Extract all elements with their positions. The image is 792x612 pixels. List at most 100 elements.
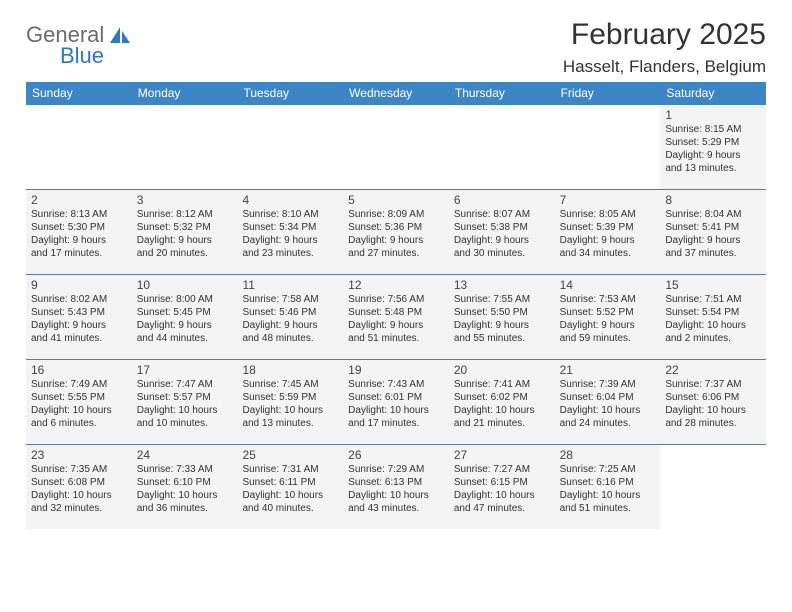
day-info-line: and 41 minutes. bbox=[31, 333, 126, 346]
day-cell: 17Sunrise: 7:47 AMSunset: 5:57 PMDayligh… bbox=[132, 360, 238, 444]
weekday-label: Thursday bbox=[449, 82, 555, 105]
day-info-line: Daylight: 10 hours bbox=[348, 490, 443, 503]
page-root: General Blue February 2025 Hasselt, Flan… bbox=[0, 0, 792, 539]
day-info-line: Sunrise: 7:53 AM bbox=[560, 294, 655, 307]
day-info-line: and 51 minutes. bbox=[348, 333, 443, 346]
weekday-header: Sunday Monday Tuesday Wednesday Thursday… bbox=[26, 82, 766, 105]
day-cell: 3Sunrise: 8:12 AMSunset: 5:32 PMDaylight… bbox=[132, 190, 238, 274]
day-info-line: Daylight: 9 hours bbox=[454, 320, 549, 333]
day-number: 8 bbox=[665, 193, 760, 208]
day-info-line: Daylight: 10 hours bbox=[137, 490, 232, 503]
day-cell-empty bbox=[237, 105, 343, 189]
logo-text-blue: Blue bbox=[60, 45, 133, 67]
day-info-line: Sunset: 5:46 PM bbox=[242, 307, 337, 320]
week-row: 1Sunrise: 8:15 AMSunset: 5:29 PMDaylight… bbox=[26, 105, 766, 189]
day-info-line: Sunrise: 8:07 AM bbox=[454, 209, 549, 222]
day-info-line: and 17 minutes. bbox=[31, 248, 126, 261]
day-info-line: Sunset: 5:29 PM bbox=[665, 137, 760, 150]
day-cell: 23Sunrise: 7:35 AMSunset: 6:08 PMDayligh… bbox=[26, 445, 132, 529]
day-info-line: and 40 minutes. bbox=[242, 503, 337, 516]
day-info-line: and 36 minutes. bbox=[137, 503, 232, 516]
day-info-line: Sunrise: 7:31 AM bbox=[242, 464, 337, 477]
day-info-line: and 44 minutes. bbox=[137, 333, 232, 346]
day-number: 26 bbox=[348, 448, 443, 463]
day-info-line: and 37 minutes. bbox=[665, 248, 760, 261]
day-info-line: Sunrise: 7:33 AM bbox=[137, 464, 232, 477]
day-number: 25 bbox=[242, 448, 337, 463]
day-info-line: Daylight: 9 hours bbox=[560, 320, 655, 333]
day-number: 19 bbox=[348, 363, 443, 378]
day-info-line: Daylight: 9 hours bbox=[31, 235, 126, 248]
day-cell-empty bbox=[132, 105, 238, 189]
day-cell: 26Sunrise: 7:29 AMSunset: 6:13 PMDayligh… bbox=[343, 445, 449, 529]
day-info-line: and 55 minutes. bbox=[454, 333, 549, 346]
day-number: 27 bbox=[454, 448, 549, 463]
day-number: 23 bbox=[31, 448, 126, 463]
day-cell: 21Sunrise: 7:39 AMSunset: 6:04 PMDayligh… bbox=[555, 360, 661, 444]
day-info-line: and 23 minutes. bbox=[242, 248, 337, 261]
day-info-line: Sunset: 6:10 PM bbox=[137, 477, 232, 490]
day-cell-empty bbox=[26, 105, 132, 189]
day-cell: 13Sunrise: 7:55 AMSunset: 5:50 PMDayligh… bbox=[449, 275, 555, 359]
day-cell: 15Sunrise: 7:51 AMSunset: 5:54 PMDayligh… bbox=[660, 275, 766, 359]
week-row: 2Sunrise: 8:13 AMSunset: 5:30 PMDaylight… bbox=[26, 189, 766, 274]
day-cell: 14Sunrise: 7:53 AMSunset: 5:52 PMDayligh… bbox=[555, 275, 661, 359]
day-cell: 10Sunrise: 8:00 AMSunset: 5:45 PMDayligh… bbox=[132, 275, 238, 359]
day-number: 22 bbox=[665, 363, 760, 378]
day-info-line: Sunrise: 8:10 AM bbox=[242, 209, 337, 222]
logo: General Blue bbox=[26, 24, 133, 67]
day-info-line: Sunset: 5:52 PM bbox=[560, 307, 655, 320]
weekday-label: Wednesday bbox=[343, 82, 449, 105]
day-cell: 5Sunrise: 8:09 AMSunset: 5:36 PMDaylight… bbox=[343, 190, 449, 274]
day-info-line: Daylight: 9 hours bbox=[242, 320, 337, 333]
day-cell: 6Sunrise: 8:07 AMSunset: 5:38 PMDaylight… bbox=[449, 190, 555, 274]
day-info-line: and 6 minutes. bbox=[31, 418, 126, 431]
page-title: February 2025 bbox=[563, 18, 766, 53]
day-number: 9 bbox=[31, 278, 126, 293]
day-info-line: and 47 minutes. bbox=[454, 503, 549, 516]
day-cell-empty bbox=[343, 105, 449, 189]
day-info-line: Sunrise: 7:58 AM bbox=[242, 294, 337, 307]
day-info-line: Sunset: 6:02 PM bbox=[454, 392, 549, 405]
day-info-line: Sunset: 6:01 PM bbox=[348, 392, 443, 405]
weekday-label: Saturday bbox=[660, 82, 766, 105]
day-cell: 28Sunrise: 7:25 AMSunset: 6:16 PMDayligh… bbox=[555, 445, 661, 529]
day-info-line: Daylight: 10 hours bbox=[560, 490, 655, 503]
day-number: 14 bbox=[560, 278, 655, 293]
day-info-line: Daylight: 10 hours bbox=[348, 405, 443, 418]
day-number: 10 bbox=[137, 278, 232, 293]
day-number: 4 bbox=[242, 193, 337, 208]
day-info-line: Sunrise: 8:12 AM bbox=[137, 209, 232, 222]
day-info-line: and 13 minutes. bbox=[665, 163, 760, 176]
day-info-line: Sunrise: 7:47 AM bbox=[137, 379, 232, 392]
day-info-line: Daylight: 9 hours bbox=[665, 150, 760, 163]
day-info-line: Sunset: 5:55 PM bbox=[31, 392, 126, 405]
day-cell: 16Sunrise: 7:49 AMSunset: 5:55 PMDayligh… bbox=[26, 360, 132, 444]
day-cell: 24Sunrise: 7:33 AMSunset: 6:10 PMDayligh… bbox=[132, 445, 238, 529]
day-info-line: and 27 minutes. bbox=[348, 248, 443, 261]
day-info-line: Sunrise: 8:13 AM bbox=[31, 209, 126, 222]
day-info-line: Daylight: 10 hours bbox=[242, 490, 337, 503]
day-info-line: and 30 minutes. bbox=[454, 248, 549, 261]
day-info-line: Sunrise: 7:56 AM bbox=[348, 294, 443, 307]
day-number: 7 bbox=[560, 193, 655, 208]
day-info-line: Daylight: 9 hours bbox=[137, 320, 232, 333]
day-number: 20 bbox=[454, 363, 549, 378]
day-info-line: Daylight: 10 hours bbox=[454, 490, 549, 503]
day-cell: 11Sunrise: 7:58 AMSunset: 5:46 PMDayligh… bbox=[237, 275, 343, 359]
day-info-line: Daylight: 9 hours bbox=[454, 235, 549, 248]
day-cell: 19Sunrise: 7:43 AMSunset: 6:01 PMDayligh… bbox=[343, 360, 449, 444]
day-info-line: Sunset: 5:50 PM bbox=[454, 307, 549, 320]
day-cell: 1Sunrise: 8:15 AMSunset: 5:29 PMDaylight… bbox=[660, 105, 766, 189]
week-row: 16Sunrise: 7:49 AMSunset: 5:55 PMDayligh… bbox=[26, 359, 766, 444]
day-info-line: and 21 minutes. bbox=[454, 418, 549, 431]
day-info-line: Sunset: 5:30 PM bbox=[31, 222, 126, 235]
day-info-line: Sunrise: 8:09 AM bbox=[348, 209, 443, 222]
day-info-line: and 13 minutes. bbox=[242, 418, 337, 431]
day-info-line: Sunset: 6:16 PM bbox=[560, 477, 655, 490]
day-info-line: Sunrise: 8:15 AM bbox=[665, 124, 760, 137]
day-info-line: Sunset: 5:54 PM bbox=[665, 307, 760, 320]
day-info-line: Daylight: 10 hours bbox=[454, 405, 549, 418]
day-info-line: Sunrise: 8:04 AM bbox=[665, 209, 760, 222]
day-info-line: Sunrise: 7:49 AM bbox=[31, 379, 126, 392]
